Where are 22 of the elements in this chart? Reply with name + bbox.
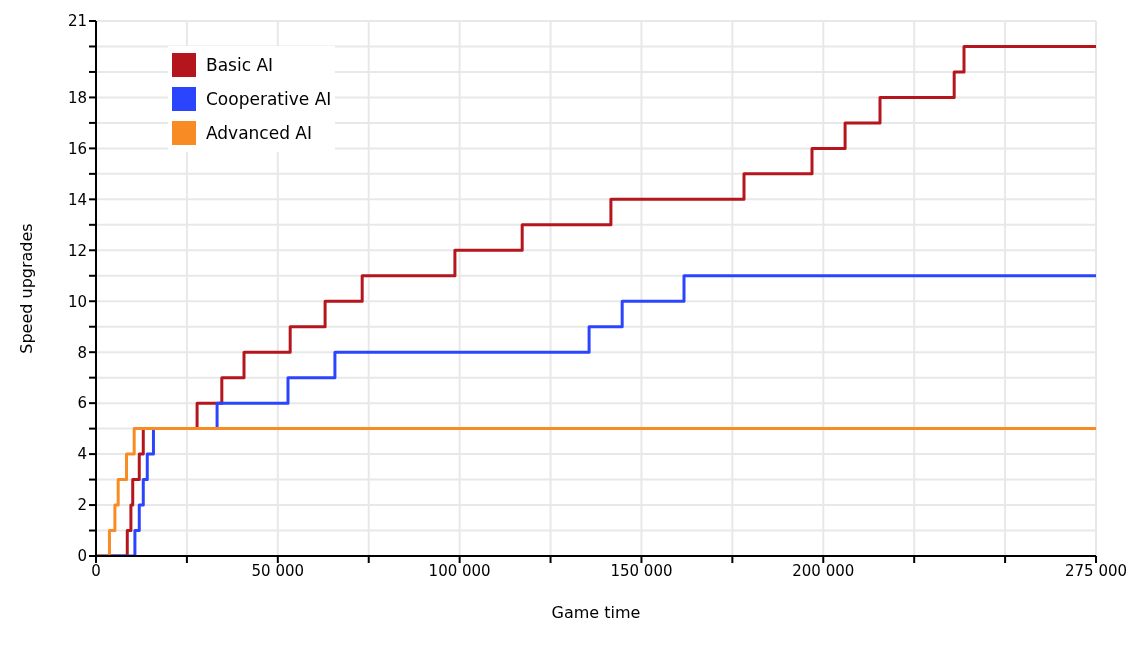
- x-tick-label: 50 000: [251, 561, 305, 580]
- y-tick-label: 8: [77, 343, 87, 362]
- y-tick-label: 21: [67, 12, 87, 31]
- x-tick-label: 200 000: [792, 561, 855, 580]
- y-tick-label: 0: [77, 547, 87, 566]
- x-axis-title: Game time: [551, 603, 641, 622]
- legend-label: Advanced AI: [206, 123, 313, 143]
- x-tick-label: 0: [91, 561, 101, 580]
- y-axis-title: Speed upgrades: [16, 223, 36, 354]
- x-tick-label: 275 000: [1064, 561, 1128, 580]
- y-tick-label: 14: [67, 190, 87, 209]
- y-tick-label: 6: [77, 394, 87, 413]
- y-tick-label: 4: [77, 445, 87, 464]
- x-tick-label: 100 000: [428, 561, 491, 580]
- legend-label: Basic AI: [206, 55, 274, 75]
- y-tick-label: 16: [67, 139, 87, 158]
- y-tick-label: 12: [67, 241, 87, 260]
- y-tick-label: 18: [67, 88, 87, 107]
- legend-label: Cooperative AI: [206, 89, 332, 109]
- x-tick-label: 150 000: [610, 561, 673, 580]
- y-tick-label: 10: [67, 292, 87, 311]
- y-tick-label: 2: [77, 496, 87, 515]
